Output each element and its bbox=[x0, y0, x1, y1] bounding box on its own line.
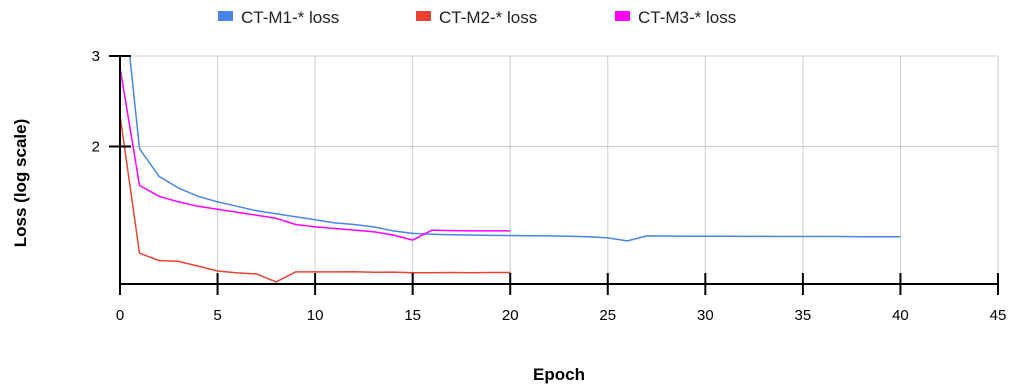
series-lines bbox=[119, 55, 901, 283]
x-tick-label: 0 bbox=[116, 307, 124, 324]
y-axis-title: Loss (log scale) bbox=[11, 119, 30, 247]
legend-label-1: CT-M1-* loss bbox=[241, 8, 339, 27]
axes: 0 5 10 15 20 25 30 35 40 45 2 3 bbox=[92, 48, 1007, 324]
legend-label-2: CT-M2-* loss bbox=[439, 8, 537, 27]
x-tick-label: 45 bbox=[990, 307, 1007, 324]
legend-label-3: CT-M3-* loss bbox=[638, 8, 736, 27]
x-tick-label: 40 bbox=[892, 307, 909, 324]
series-line-2 bbox=[119, 115, 511, 283]
legend-swatch-3 bbox=[615, 11, 630, 21]
x-tick-label: 10 bbox=[307, 307, 324, 324]
x-tick-label: 20 bbox=[502, 307, 519, 324]
x-tick-label: 15 bbox=[404, 307, 421, 324]
series-line-3 bbox=[119, 67, 511, 241]
x-tick-label: 25 bbox=[599, 307, 616, 324]
x-axis-title: Epoch bbox=[533, 365, 585, 384]
x-tick-label: 30 bbox=[697, 307, 714, 324]
legend-swatch-2 bbox=[416, 11, 431, 21]
x-tick-label: 35 bbox=[795, 307, 812, 324]
series-line-1 bbox=[129, 55, 901, 242]
grid bbox=[119, 55, 999, 284]
x-tick-label: 5 bbox=[213, 307, 221, 324]
legend-swatch-1 bbox=[218, 11, 233, 21]
y-tick-label: 2 bbox=[92, 138, 100, 155]
y-tick-label: 3 bbox=[92, 48, 100, 65]
legend: CT-M1-* loss CT-M2-* loss CT-M3-* loss bbox=[218, 8, 736, 27]
